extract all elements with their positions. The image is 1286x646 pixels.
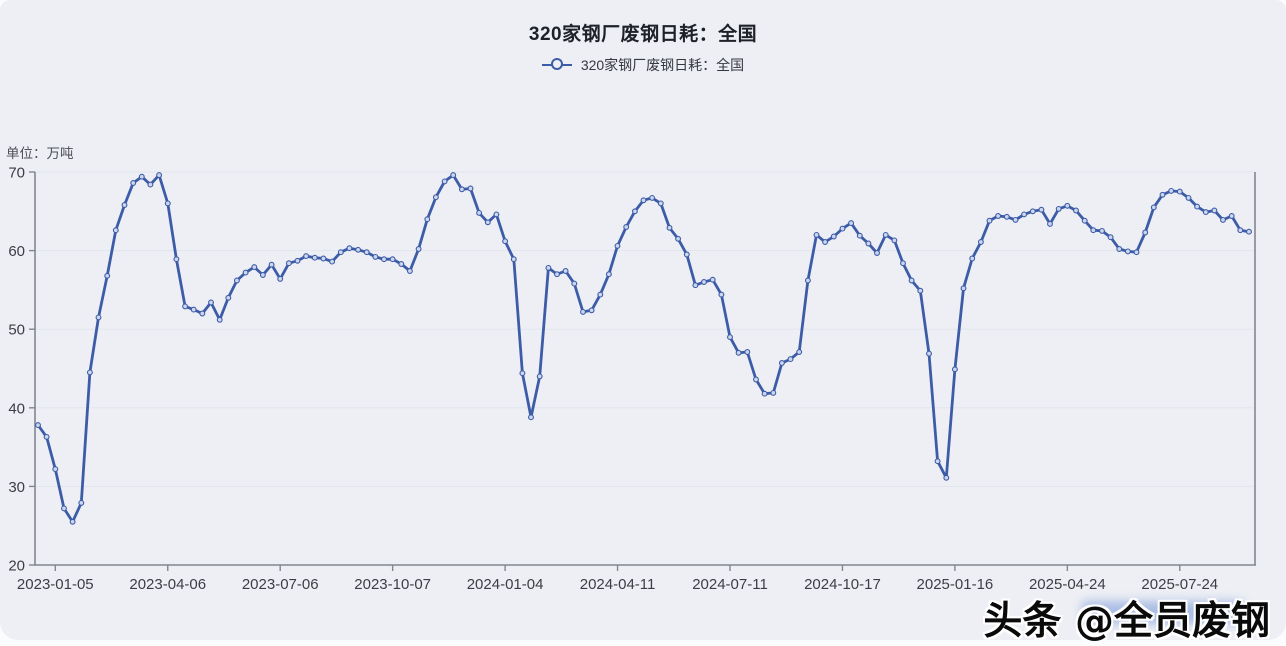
svg-text:60: 60 bbox=[8, 243, 25, 260]
svg-text:2025-04-24: 2025-04-24 bbox=[1029, 576, 1106, 593]
line-series-legend-icon bbox=[541, 58, 572, 72]
svg-text:2025-01-16: 2025-01-16 bbox=[917, 576, 994, 593]
watermark-text: 头条 @全员废钢 bbox=[983, 599, 1270, 644]
underlying-blue-watermark bbox=[1082, 601, 1244, 624]
svg-text:2023-04-06: 2023-04-06 bbox=[129, 576, 206, 593]
y-axis-unit-label: 单位：万吨 bbox=[6, 146, 74, 161]
svg-text:2024-01-04: 2024-01-04 bbox=[467, 576, 544, 593]
svg-text:2024-04-11: 2024-04-11 bbox=[580, 576, 656, 593]
svg-text:2024-10-17: 2024-10-17 bbox=[804, 576, 881, 593]
svg-text:50: 50 bbox=[8, 322, 25, 339]
legend-item[interactable]: 320家钢厂废钢日耗：全国 bbox=[0, 55, 1286, 75]
svg-text:2024-07-11: 2024-07-11 bbox=[692, 576, 768, 593]
svg-text:2023-10-07: 2023-10-07 bbox=[354, 576, 431, 593]
svg-text:2023-01-05: 2023-01-05 bbox=[17, 576, 94, 593]
svg-text:30: 30 bbox=[8, 479, 25, 496]
legend-circle-mark bbox=[550, 58, 563, 70]
svg-text:2025-07-24: 2025-07-24 bbox=[1141, 576, 1218, 593]
legend-label: 320家钢厂废钢日耗：全国 bbox=[580, 57, 745, 73]
svg-text:40: 40 bbox=[8, 400, 25, 417]
svg-text:20: 20 bbox=[8, 558, 25, 575]
chart-title: 320家钢厂废钢日耗：全国 bbox=[528, 24, 758, 45]
svg-text:2023-07-06: 2023-07-06 bbox=[242, 576, 319, 593]
svg-text:70: 70 bbox=[8, 165, 25, 182]
